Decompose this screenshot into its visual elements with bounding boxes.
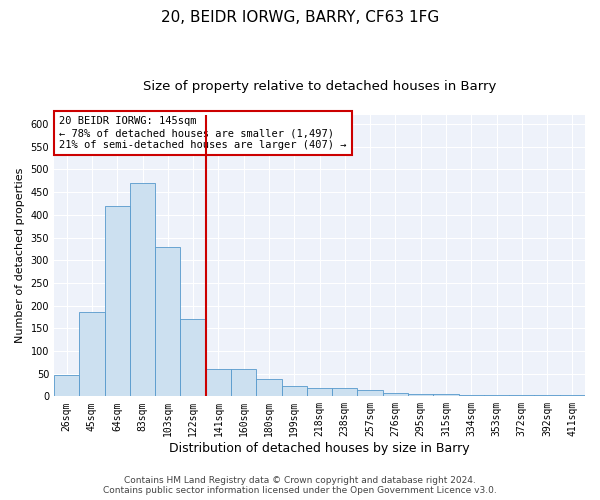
Bar [130,183,155,396]
Text: 20 BEIDR IORWG: 145sqm
← 78% of detached houses are smaller (1,497)
21% of semi-: 20 BEIDR IORWG: 145sqm ← 78% of detached… [59,116,347,150]
Y-axis label: Number of detached properties: Number of detached properties [15,168,25,344]
Bar [358,390,383,396]
Bar [535,394,560,396]
Bar [256,379,281,396]
Bar [54,376,79,396]
Bar [458,394,484,396]
Bar [206,369,231,396]
Bar [281,386,307,396]
Bar [181,319,206,396]
Title: Size of property relative to detached houses in Barry: Size of property relative to detached ho… [143,80,496,93]
X-axis label: Distribution of detached houses by size in Barry: Distribution of detached houses by size … [169,442,470,455]
Bar [433,394,458,396]
Bar [231,369,256,396]
Bar [79,312,104,396]
Bar [307,388,332,396]
Bar [408,394,433,396]
Bar [484,394,509,396]
Text: 20, BEIDR IORWG, BARRY, CF63 1FG: 20, BEIDR IORWG, BARRY, CF63 1FG [161,10,439,25]
Bar [509,394,535,396]
Text: Contains HM Land Registry data © Crown copyright and database right 2024.
Contai: Contains HM Land Registry data © Crown c… [103,476,497,495]
Bar [155,246,181,396]
Bar [383,392,408,396]
Bar [332,388,358,396]
Bar [104,206,130,396]
